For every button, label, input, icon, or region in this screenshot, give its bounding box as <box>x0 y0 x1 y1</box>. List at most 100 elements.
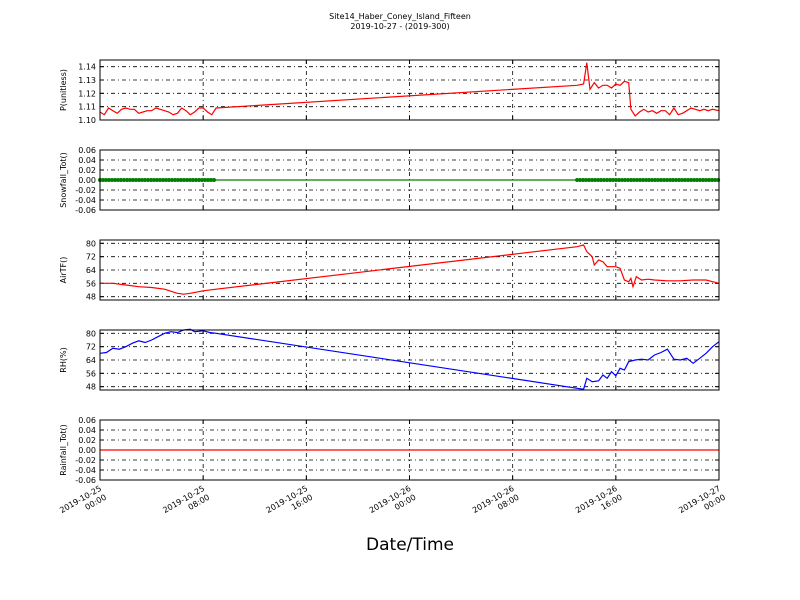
data-marker <box>689 178 694 182</box>
y-tick-label: 0.00 <box>78 446 96 455</box>
data-marker <box>611 178 616 182</box>
data-marker <box>173 178 177 182</box>
data-marker <box>686 178 691 182</box>
data-marker <box>125 178 129 182</box>
data-marker <box>626 178 631 182</box>
data-marker <box>158 178 162 182</box>
data-marker <box>581 178 586 182</box>
data-marker <box>662 178 667 182</box>
y-tick-label: 1.12 <box>78 89 96 98</box>
series-line <box>99 328 720 390</box>
data-marker <box>176 178 180 182</box>
data-marker <box>134 178 138 182</box>
y-tick-label: 1.14 <box>78 63 96 72</box>
y-tick-label: 72 <box>86 343 96 352</box>
data-marker <box>206 178 210 182</box>
chart-title: Site14_Haber_Coney_Island_Fifteen <box>329 12 471 21</box>
data-marker <box>197 178 201 182</box>
y-tick-label: 48 <box>86 293 96 302</box>
data-marker <box>617 178 622 182</box>
data-marker <box>212 178 216 182</box>
panel-2: 0.060.040.020.00-0.02-0.04-0.06 Snowfall_… <box>59 146 721 215</box>
data-marker <box>599 178 604 182</box>
data-marker <box>203 178 207 182</box>
data-marker <box>179 178 183 182</box>
data-marker <box>191 178 195 182</box>
data-marker <box>170 178 174 182</box>
data-marker <box>185 178 189 182</box>
data-marker <box>182 178 186 182</box>
plot-frame <box>99 329 720 391</box>
panel-5: 0.060.040.020.00-0.02-0.04-0.06 Rainfall_… <box>59 416 720 485</box>
panels: 1.101.111.121.131.14P(unitless)0.060.040… <box>59 59 721 485</box>
y-tick-label: -0.06 <box>75 206 96 215</box>
data-marker <box>647 178 652 182</box>
data-marker <box>668 178 673 182</box>
data-marker <box>164 178 168 182</box>
data-marker <box>638 178 643 182</box>
data-marker <box>131 178 135 182</box>
data-marker <box>620 178 625 182</box>
y-tick-label: 64 <box>86 266 96 275</box>
y-tick-label: 80 <box>86 239 96 248</box>
data-marker <box>659 178 664 182</box>
data-marker <box>680 178 685 182</box>
series-line <box>99 62 720 117</box>
data-marker <box>161 178 165 182</box>
y-tick-label: -0.02 <box>75 186 96 195</box>
panel-1: 1.10 1.11 1.12 1.13 1.14 P(unitless) <box>59 59 720 125</box>
y-tick-label: -0.04 <box>75 466 96 475</box>
y-tick-label: 0.04 <box>78 426 96 435</box>
data-marker <box>635 178 640 182</box>
data-marker <box>152 178 156 182</box>
data-marker <box>110 178 114 182</box>
data-marker <box>137 178 141 182</box>
data-marker <box>695 178 700 182</box>
data-marker <box>629 178 634 182</box>
data-marker <box>194 178 198 182</box>
data-marker <box>122 178 126 182</box>
y-tick-label: 0.02 <box>78 436 96 445</box>
data-marker <box>602 178 607 182</box>
data-marker <box>146 178 150 182</box>
y-axis-label: P(unitless) <box>59 69 68 111</box>
data-marker <box>683 178 688 182</box>
plot-frame <box>99 419 720 481</box>
data-marker <box>104 178 108 182</box>
data-marker <box>143 178 147 182</box>
y-axis-label: AirTF() <box>59 257 68 284</box>
panel-4: 48 56 64 72 80 RH(%) <box>59 328 720 392</box>
plot-frame <box>99 59 720 121</box>
y-tick-label: 1.10 <box>78 116 96 125</box>
data-marker <box>593 178 598 182</box>
x-axis-label: Date/Time <box>366 535 454 555</box>
data-marker <box>701 178 706 182</box>
data-marker <box>632 178 637 182</box>
data-marker <box>644 178 649 182</box>
data-marker <box>614 178 619 182</box>
y-tick-label: 0.00 <box>78 176 96 185</box>
data-marker <box>200 178 204 182</box>
data-marker <box>671 178 676 182</box>
data-marker <box>698 178 703 182</box>
y-axis-label: Rainfall_Tot() <box>59 424 68 476</box>
data-marker <box>704 178 709 182</box>
y-tick-label: -0.06 <box>75 476 96 485</box>
y-tick-label: 64 <box>86 356 96 365</box>
data-marker <box>209 178 213 182</box>
y-tick-label: 1.11 <box>78 103 96 112</box>
data-marker <box>590 178 595 182</box>
y-tick-label: 56 <box>86 279 96 288</box>
data-marker <box>596 178 601 182</box>
data-marker <box>107 178 111 182</box>
y-tick-label: -0.04 <box>75 196 96 205</box>
y-axis-label: Snowfall_Tot() <box>59 152 68 208</box>
